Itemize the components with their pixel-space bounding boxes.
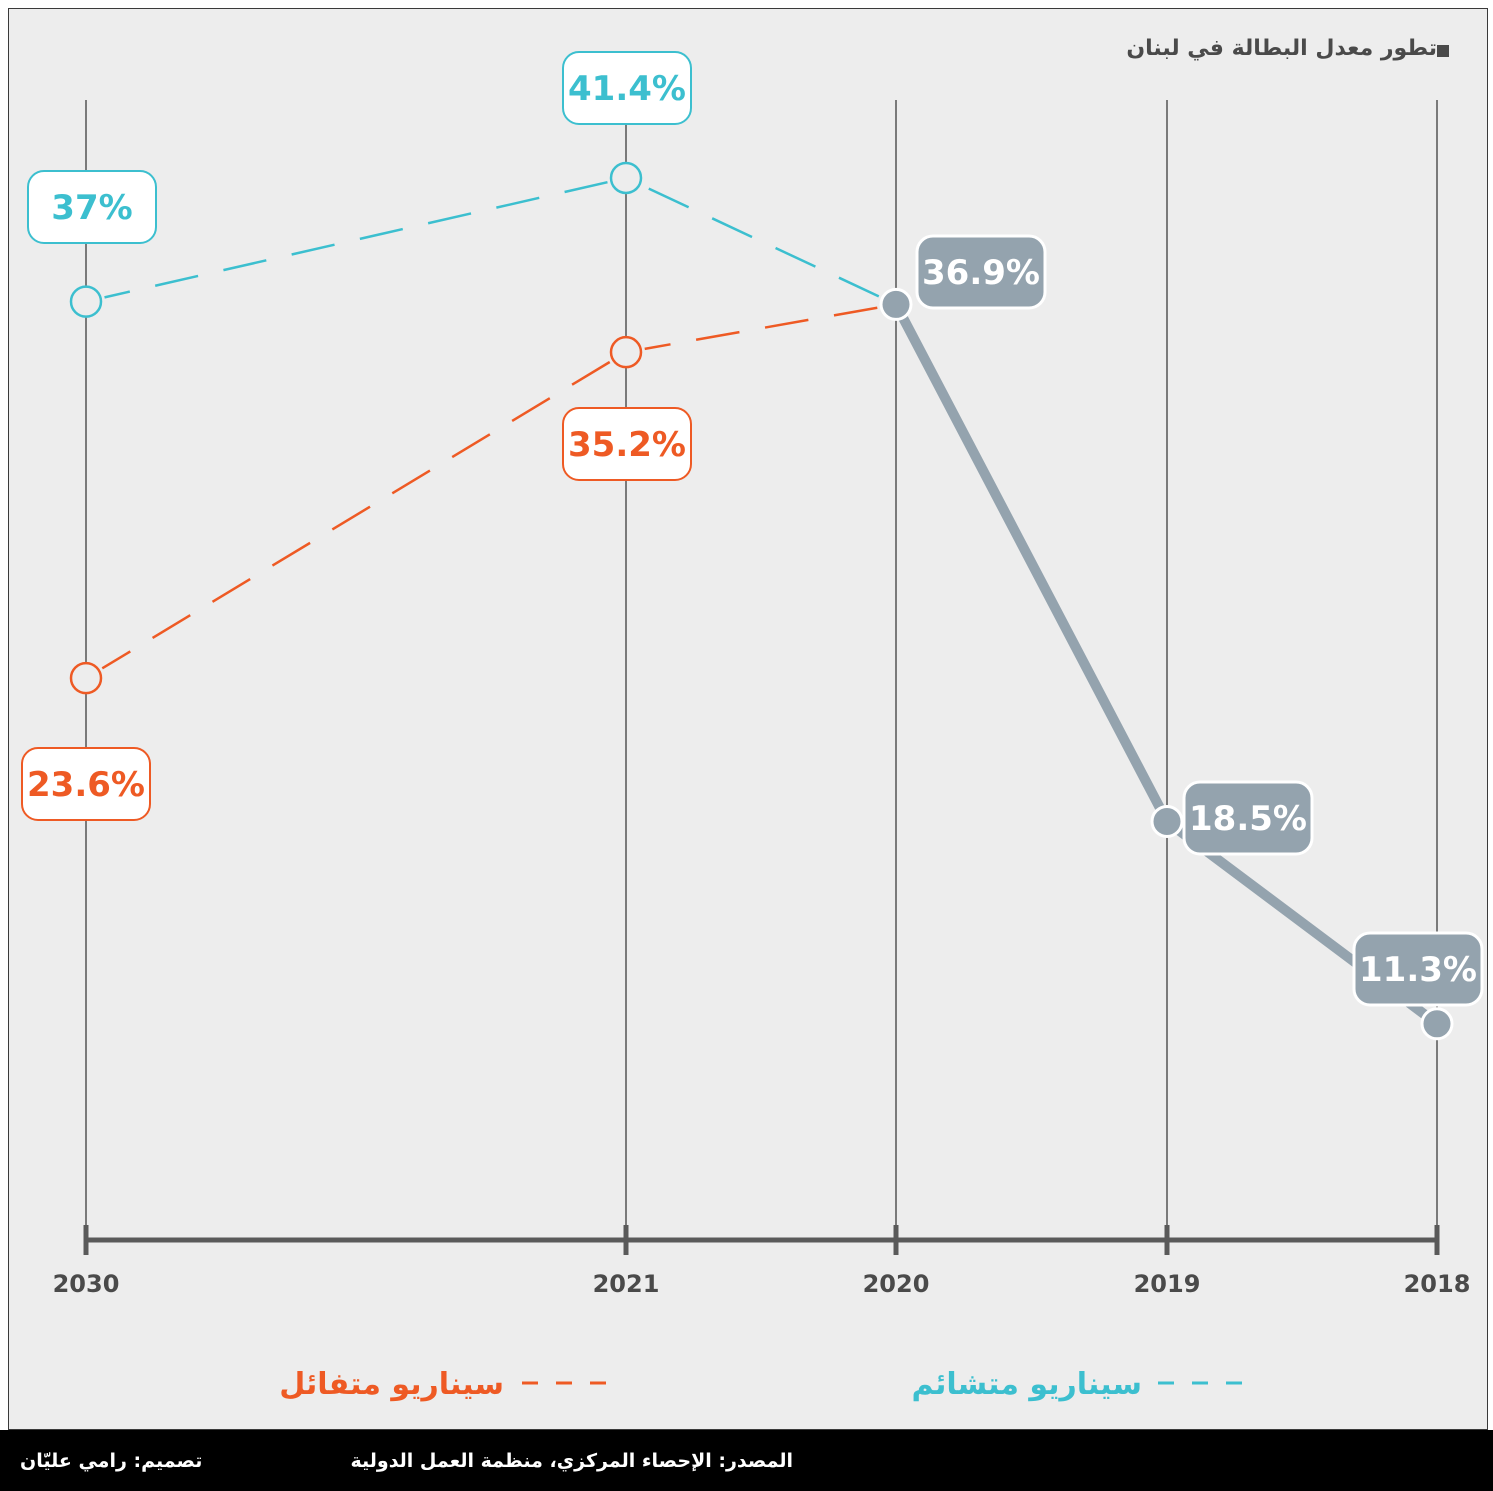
pessimistic-point-2030 <box>69 285 103 318</box>
x-tick-label-2030: 2030 <box>53 1270 120 1298</box>
x-tick-label-2021: 2021 <box>593 1270 660 1298</box>
optimistic-label-2021: 35.2% <box>568 425 686 465</box>
x-tick-label-2019: 2019 <box>1134 1270 1201 1298</box>
pessimistic-label-2030: 37% <box>51 188 132 228</box>
pessimistic-label-2021: 41.4% <box>568 69 686 109</box>
x-tick-label-2020: 2020 <box>863 1270 930 1298</box>
pessimistic-point-2021 <box>609 161 643 195</box>
optimistic-point-2030 <box>69 661 103 695</box>
optimistic-label-2030: 23.6% <box>27 765 145 805</box>
title-bullet-icon <box>1437 45 1449 57</box>
x-tick-label-2018: 2018 <box>1404 1270 1471 1298</box>
actual-point-2018 <box>1420 1007 1454 1041</box>
optimistic-line-segment <box>101 360 611 670</box>
legend-pessimistic-label: سيناريو متشائم <box>912 1367 1142 1402</box>
pessimistic-line-segment <box>104 180 608 299</box>
actual-label-2019-box <box>1182 780 1314 856</box>
optimistic-line-segment <box>644 306 878 351</box>
actual-label-2018: 11.3% <box>1359 950 1477 990</box>
pessimistic-label-2021-box <box>562 51 692 125</box>
optimistic-point-2021 <box>609 335 643 369</box>
chart-frame <box>8 8 1488 1430</box>
pessimistic-line-segment <box>642 184 880 298</box>
actual-label-2020: 36.9% <box>922 253 1040 293</box>
pessimistic-label-2030-box <box>27 170 157 244</box>
actual-label-2019: 18.5% <box>1189 799 1307 839</box>
optimistic-label-2021-box <box>562 407 692 481</box>
legend-optimistic-label: سيناريو متفائل <box>279 1367 504 1402</box>
actual-label-2018-box <box>1352 931 1484 1007</box>
chart-title: تطور معدل البطالة في لبنان <box>1126 36 1437 61</box>
optimistic-label-2030-box <box>21 747 151 821</box>
footer-source: المصدر: الإحصاء المركزي، منظمة العمل الد… <box>350 1450 793 1472</box>
footer-design-credit: تصميم: رامي عليّان <box>20 1450 203 1472</box>
footer-bar: المصدر: الإحصاء المركزي، منظمة العمل الد… <box>0 1430 1493 1491</box>
actual-label-2020-box <box>915 234 1047 310</box>
actual-point-2019 <box>1150 804 1184 838</box>
chart-plot: 2018 2019 2020 2021 2030 41.4% 37% 35.2% 23.6% 36… <box>21 51 1484 1402</box>
actual-point-2020 <box>879 287 913 321</box>
